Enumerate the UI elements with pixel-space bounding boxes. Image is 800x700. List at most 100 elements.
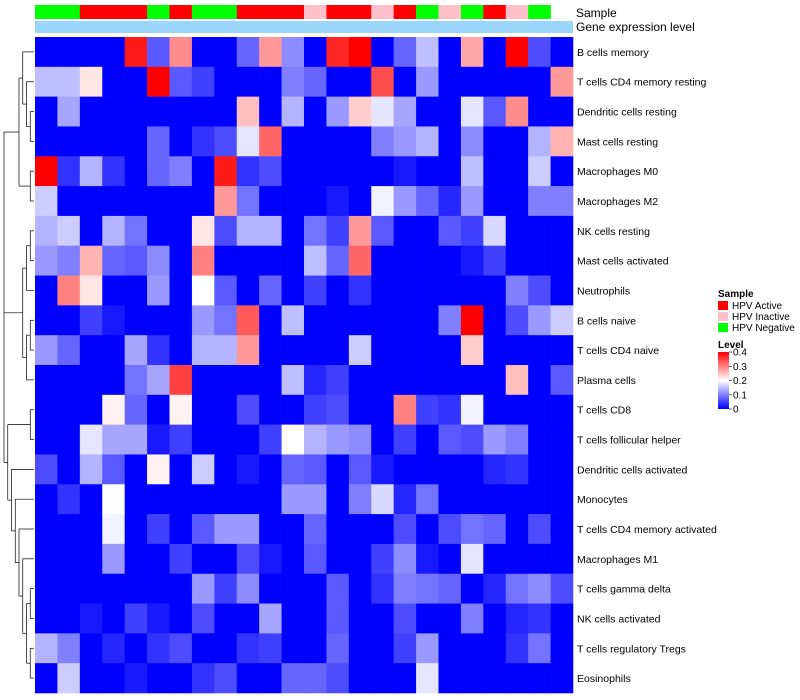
heatmap-cell (460, 484, 484, 515)
heatmap-cell (259, 484, 282, 515)
heatmap-cell (147, 156, 170, 187)
heatmap-cell (326, 66, 350, 97)
heatmap-cell (528, 663, 551, 694)
heatmap-cell (214, 37, 238, 68)
heatmap-cell (550, 96, 574, 127)
heatmap-cell (393, 335, 417, 366)
heatmap-cell (57, 245, 81, 276)
heatmap-cell (259, 454, 282, 485)
heatmap-cell (460, 663, 484, 694)
heatmap-cell (102, 335, 125, 366)
heatmap-cell (214, 335, 238, 366)
heatmap-cell (259, 305, 282, 336)
heatmap-cell (236, 156, 260, 187)
heatmap-cell (550, 126, 574, 157)
heatmap-cell (124, 543, 148, 575)
heatmap-cell (57, 394, 81, 425)
heatmap-cell (460, 245, 484, 276)
heatmap-cell (550, 37, 574, 68)
heatmap-cell (348, 633, 372, 664)
heatmap-cell (236, 96, 260, 127)
heatmap-cell (371, 514, 394, 545)
row-dendrogram (3, 51, 34, 679)
heatmap-cell (460, 186, 484, 217)
heatmap-cell (550, 305, 574, 336)
heatmap-cell (147, 96, 170, 127)
row-label: Macrophages M1 (577, 554, 658, 566)
heatmap-cell (191, 126, 215, 157)
heatmap-cell (505, 573, 529, 604)
heatmap-cell (416, 484, 439, 515)
heatmap-cell (259, 424, 282, 455)
heatmap-cell (505, 37, 529, 68)
heatmap-cell (326, 514, 350, 545)
sample-annotation-cell (483, 5, 507, 19)
heatmap-cell (259, 365, 282, 396)
heatmap-cell (147, 633, 170, 664)
heatmap-cell (348, 245, 372, 276)
heatmap-cell (348, 275, 372, 306)
row-label: Neutrophils (577, 285, 630, 297)
heatmap-cell (57, 454, 81, 485)
heatmap-cell (393, 245, 417, 276)
heatmap-cell (460, 394, 484, 425)
heatmap-cell (371, 543, 394, 575)
heatmap-cell (438, 305, 462, 336)
heatmap-cell (348, 514, 372, 545)
heatmap-cell (304, 424, 327, 455)
heatmap-cell (281, 335, 305, 366)
heatmap-cell (416, 37, 439, 68)
heatmap-cell (169, 66, 193, 97)
heatmap-cell (416, 454, 439, 485)
heatmap-cell (483, 573, 507, 604)
heatmap-cell (236, 394, 260, 425)
heatmap-cell (460, 66, 484, 97)
sample-annotation-cell (281, 5, 305, 19)
heatmap-cell (79, 275, 103, 306)
heatmap-cell (483, 126, 507, 157)
row-label: B cells naive (577, 315, 636, 327)
heatmap-cell (124, 186, 148, 217)
heatmap-cell (35, 37, 58, 68)
heatmap-cell (348, 454, 372, 485)
heatmap-cell (483, 633, 507, 664)
heatmap-cell (528, 335, 551, 366)
heatmap-cell (169, 126, 193, 157)
heatmap-cell (550, 365, 574, 396)
heatmap-cell (438, 275, 462, 306)
heatmap-cell (483, 424, 507, 455)
row-label: T cells CD4 naive (577, 345, 659, 357)
heatmap-cell (124, 454, 148, 485)
heatmap-cell (169, 603, 193, 634)
heatmap-cell (326, 156, 350, 187)
heatmap-cell (281, 186, 305, 217)
heatmap-cell (102, 215, 125, 247)
level-tick-label: 0.2 (733, 376, 747, 387)
heatmap-cell (483, 96, 507, 127)
heatmap-cell (147, 454, 170, 485)
heatmap-cell (147, 245, 170, 276)
heatmap-cell (102, 66, 125, 97)
heatmap-cell (438, 186, 462, 217)
heatmap-cell (304, 66, 327, 97)
heatmap-cell (483, 156, 507, 187)
heatmap-cell (35, 663, 58, 694)
heatmap-cell (326, 454, 350, 485)
heatmap-cell (281, 633, 305, 664)
heatmap-cell (393, 215, 417, 247)
heatmap-cell (281, 573, 305, 604)
heatmap-cell (35, 126, 58, 157)
heatmap-cell (326, 245, 350, 276)
heatmap-cell (528, 186, 551, 217)
heatmap-cell (124, 215, 148, 247)
heatmap-cell (35, 245, 58, 276)
heatmap-cell (528, 305, 551, 336)
heatmap-cell (169, 633, 193, 664)
heatmap-cell (304, 335, 327, 366)
heatmap-cell (191, 514, 215, 545)
heatmap-cell (416, 96, 439, 127)
heatmap-cell (416, 156, 439, 187)
heatmap-cell (528, 365, 551, 396)
row-label: T cells follicular helper (577, 435, 681, 447)
legend-swatch-hpv-inactive (718, 312, 728, 321)
